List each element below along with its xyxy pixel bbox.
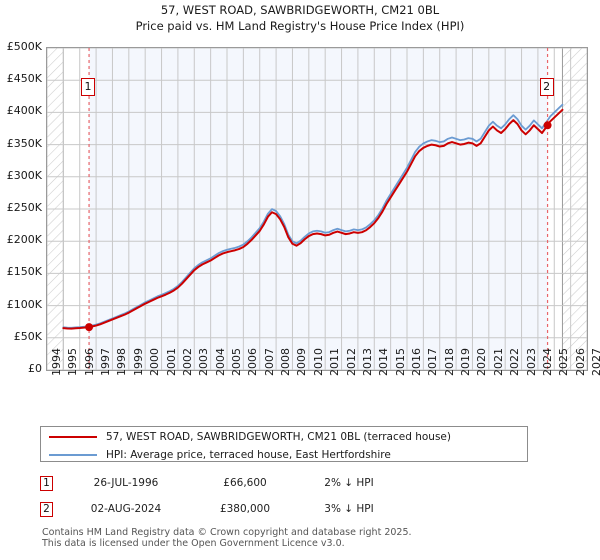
price-history-chart [47, 48, 587, 370]
legend-label: 57, WEST ROAD, SAWBRIDGEWORTH, CM21 0BL … [106, 430, 451, 443]
y-axis-tick-label: £150K [6, 265, 42, 279]
footer-attribution: Contains HM Land Registry data © Crown c… [42, 527, 582, 549]
transaction-hpi-delta: 2% ↓ HPI [324, 477, 374, 489]
legend-color-swatch [49, 453, 97, 456]
y-axis-tick-label: £200K [6, 233, 42, 247]
y-axis-tick-label: £250K [6, 201, 42, 214]
chart-marker-badge: 1 [81, 78, 96, 96]
footer-line-1: Contains HM Land Registry data © Crown c… [42, 527, 412, 538]
chart-plot-area [46, 47, 588, 371]
transaction-hpi-delta: 3% ↓ HPI [324, 503, 374, 515]
chart-legend: 57, WEST ROAD, SAWBRIDGEWORTH, CM21 0BL … [40, 426, 528, 462]
footer-line-2: This data is licensed under the Open Gov… [42, 538, 345, 549]
legend-color-swatch [49, 435, 97, 438]
transaction-price: £380,000 [219, 503, 271, 515]
transaction-date: 02-AUG-2024 [90, 503, 162, 515]
transaction-date: 26-JUL-1996 [93, 477, 159, 489]
y-axis-tick-label: £400K [6, 104, 42, 118]
x-axis-tick-label: 2027 [590, 348, 600, 376]
y-axis-tick-label: £300K [6, 168, 42, 182]
chart-titles: 57, WEST ROAD, SAWBRIDGEWORTH, CM21 0BL … [0, 2, 600, 34]
y-axis-tick-label: £500K [6, 40, 42, 53]
chart-markers [85, 48, 552, 370]
legend-label: HPI: Average price, terraced house, East… [106, 448, 391, 461]
legend-item: HPI: Average price, terraced house, East… [41, 446, 527, 463]
transaction-row: 2 02-AUG-2024 £380,000 3% ↓ HPI [40, 496, 460, 522]
y-axis-tick-label: £450K [6, 72, 42, 86]
y-axis-tick-label: £350K [6, 136, 42, 150]
transaction-row: 1 26-JUL-1996 £66,600 2% ↓ HPI [40, 470, 460, 496]
transaction-index-badge: 2 [40, 501, 53, 517]
transaction-index-badge: 1 [40, 475, 53, 491]
chart-gridlines [47, 48, 587, 370]
page-subtitle: Price paid vs. HM Land Registry's House … [135, 19, 465, 33]
chart-series [62, 103, 564, 330]
y-axis-tick-label: £0 [28, 362, 42, 375]
y-axis-tick-label: £100K [6, 297, 42, 311]
chart-marker-badge: 2 [539, 78, 554, 96]
transactions-table: 1 26-JUL-1996 £66,600 2% ↓ HPI 2 02-AUG-2024 £… [40, 470, 460, 522]
y-axis-tick-label: £50K [13, 329, 42, 343]
transaction-price: £66,600 [223, 477, 267, 489]
legend-item: 57, WEST ROAD, SAWBRIDGEWORTH, CM21 0BL … [41, 428, 527, 445]
page-title: 57, WEST ROAD, SAWBRIDGEWORTH, CM21 0BL [160, 3, 440, 17]
